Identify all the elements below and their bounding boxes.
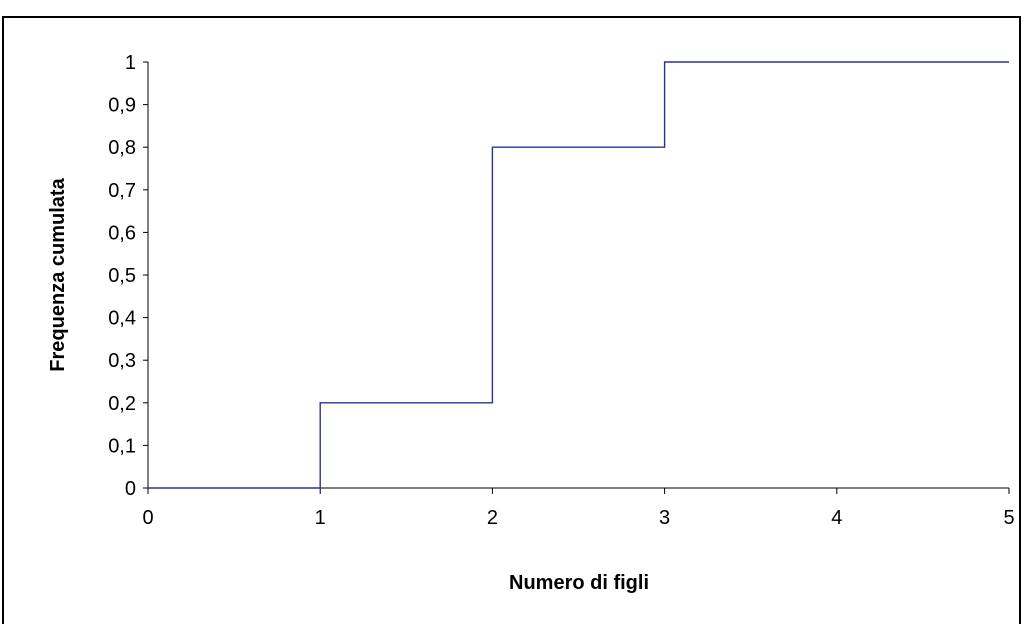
chart-frame	[2, 16, 1021, 624]
y-tick-label: 0,6	[108, 222, 136, 244]
y-tick-label: 0,9	[108, 95, 136, 117]
x-tick-label: 3	[659, 507, 670, 529]
y-axis: 0 0,1 0,2 0,3 0,4 0,5 0,6 0,7 0,8 0,9 1	[108, 52, 149, 500]
x-axis: 0 1 2 3 4 5	[142, 487, 1015, 529]
y-tick-label: 0	[125, 478, 136, 500]
y-tick-label: 0,8	[108, 137, 136, 159]
x-tick-label: 2	[487, 507, 498, 529]
x-tick-label: 4	[831, 507, 842, 529]
x-axis-title: Numero di figli	[509, 572, 649, 594]
y-axis-title: Frequenza cumulata	[47, 177, 69, 371]
cumulative-step-line	[148, 61, 1009, 489]
x-tick-label: 1	[315, 507, 326, 529]
y-tick-label: 0,4	[108, 308, 136, 330]
y-tick-label: 1	[125, 52, 136, 74]
y-tick-label: 0,7	[108, 180, 136, 202]
x-tick-label: 5	[1003, 507, 1014, 529]
y-tick-label: 0,2	[108, 393, 136, 415]
y-tick-label: 0,1	[108, 435, 136, 457]
y-tick-label: 0,3	[108, 350, 136, 372]
x-tick-label: 0	[142, 507, 153, 529]
y-tick-label: 0,5	[108, 265, 136, 287]
plot-area	[148, 61, 1009, 489]
